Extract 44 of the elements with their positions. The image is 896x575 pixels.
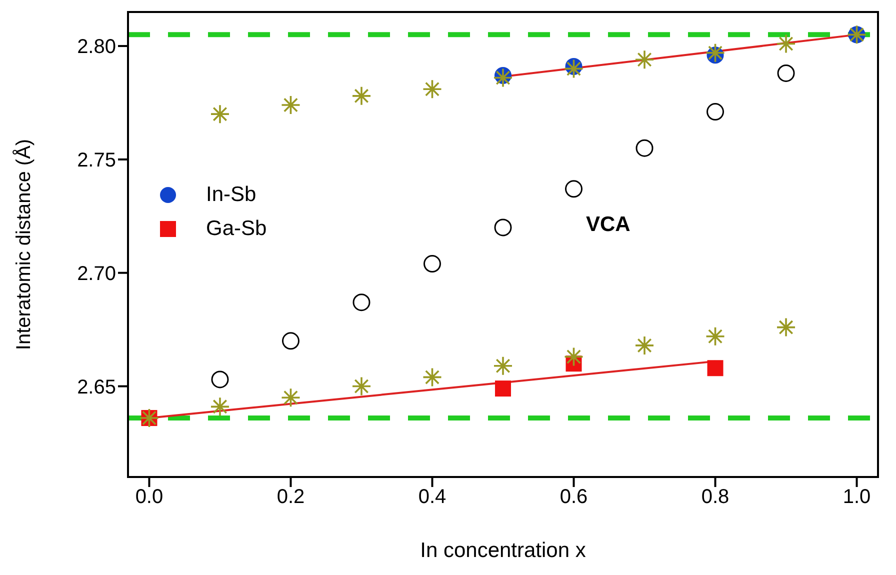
point xyxy=(352,86,372,106)
point xyxy=(634,336,654,356)
point xyxy=(352,294,370,312)
point xyxy=(636,139,654,157)
legend-label: In-Sb xyxy=(206,183,256,207)
x-tick-label: 0.4 xyxy=(418,486,446,508)
point xyxy=(564,346,584,367)
x-tick-label: 0.6 xyxy=(560,486,588,508)
point xyxy=(565,180,583,198)
point xyxy=(280,95,301,115)
point xyxy=(634,50,654,70)
point xyxy=(776,34,796,54)
x-tick-label: 0.2 xyxy=(276,486,305,508)
point xyxy=(352,376,372,396)
point xyxy=(493,68,513,88)
x-tick-label: 0.8 xyxy=(701,486,730,508)
point xyxy=(776,317,796,338)
point xyxy=(210,104,230,124)
point xyxy=(493,356,513,376)
x-axis-title: In concentration x xyxy=(420,539,586,562)
x-tick-label: 0.0 xyxy=(135,486,164,508)
point xyxy=(564,58,584,79)
y-tick-label: 2.70 xyxy=(77,262,116,285)
point xyxy=(422,367,442,388)
annotation: VCA xyxy=(586,213,630,237)
y-tick-label: 2.75 xyxy=(77,150,116,172)
point xyxy=(422,79,442,100)
point xyxy=(707,360,724,376)
x-tick-label: 1.0 xyxy=(842,486,871,508)
y-tick-label: 2.80 xyxy=(77,36,116,58)
point xyxy=(210,396,230,417)
point xyxy=(423,255,441,273)
point xyxy=(280,388,301,408)
point xyxy=(211,370,229,388)
point xyxy=(282,332,300,350)
point xyxy=(777,64,795,82)
point xyxy=(495,380,511,397)
point xyxy=(494,218,512,236)
legend-label: Ga-Sb xyxy=(206,217,267,241)
y-tick-label: 2.65 xyxy=(77,376,116,398)
point xyxy=(705,42,726,63)
y-axis-title: Interatomic distance (Å) xyxy=(12,138,36,350)
point xyxy=(706,103,724,121)
point xyxy=(705,326,726,346)
